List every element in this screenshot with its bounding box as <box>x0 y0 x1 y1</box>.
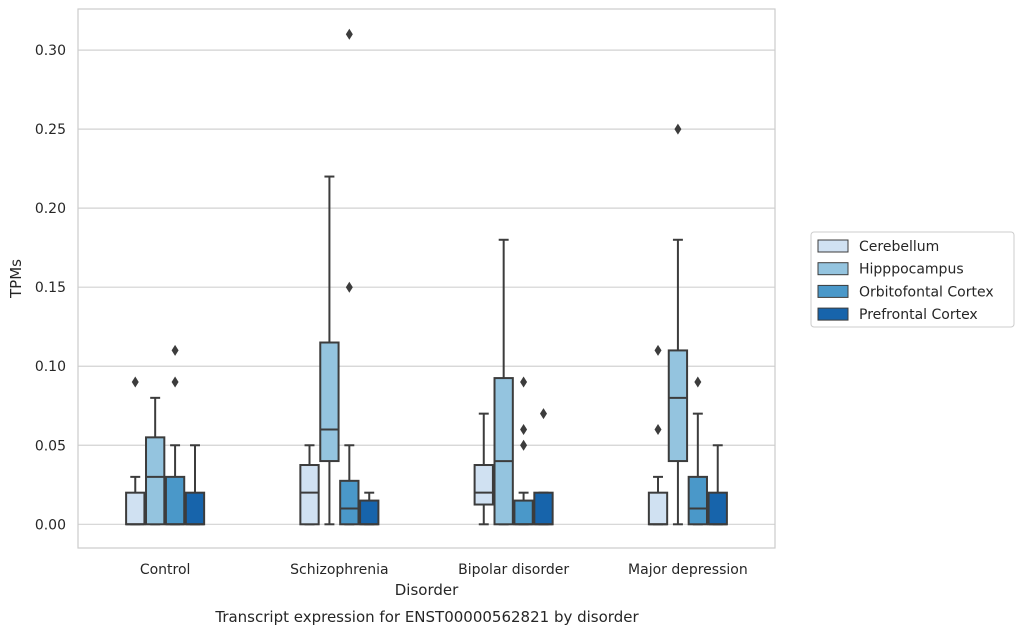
legend-label: Orbitofontal Cortex <box>859 284 994 300</box>
box-cerebellum <box>125 376 146 526</box>
outlier-point <box>171 376 179 388</box>
legend-label: Hipppocampus <box>859 262 964 278</box>
y-tick-label: 0.30 <box>35 43 66 59</box>
box <box>473 464 494 506</box>
x-axis-ticks: Control Schizophrenia Bipolar disorder Majo… <box>140 562 748 578</box>
box <box>299 464 320 526</box>
box <box>647 491 669 526</box>
x-tick-label: Major depression <box>628 562 748 578</box>
outlier-point <box>520 376 528 388</box>
x-tick-label: Schizophrenia <box>290 562 388 578</box>
outlier-point <box>694 376 702 388</box>
outlier-point <box>345 28 353 40</box>
box-hipppocampus <box>667 123 689 526</box>
y-tick-label: 0.15 <box>35 280 66 296</box>
legend-label: Prefrontal Cortex <box>859 307 978 323</box>
x-axis-title: Disorder <box>395 581 459 599</box>
outlier-point <box>345 281 353 293</box>
box <box>533 491 554 526</box>
box <box>687 475 708 526</box>
box <box>339 479 360 526</box>
box-orbitofontal-cortex <box>164 344 186 526</box>
box <box>125 491 146 526</box>
box-hipppocampus <box>145 396 166 526</box>
box <box>667 349 689 463</box>
x-tick-label: Bipolar disorder <box>458 562 569 578</box>
y-tick-label: 0.05 <box>35 438 66 454</box>
box-prefrontal-cortex <box>359 491 380 526</box>
outlier-point <box>520 423 528 435</box>
box <box>164 475 186 526</box>
box-orbitofontal-cortex <box>513 376 534 526</box>
legend-swatch <box>817 262 849 276</box>
chart-caption: Transcript expression for ENST0000056282… <box>214 608 639 626</box>
x-tick-label: Control <box>140 562 191 578</box>
legend: Cerebellum Hipppocampus Orbitofontal Corte… <box>810 231 1015 328</box>
outlier-point <box>674 123 682 135</box>
legend-swatch <box>817 307 849 321</box>
legend-swatch <box>817 239 849 253</box>
y-tick-label: 0.10 <box>35 359 66 375</box>
box <box>493 377 514 526</box>
box-prefrontal-cortex <box>184 444 206 526</box>
legend-frame <box>810 231 1015 328</box>
box-hipppocampus <box>493 238 514 526</box>
plot-frame <box>77 8 776 549</box>
outlier-point <box>131 376 139 388</box>
legend-swatch <box>817 284 849 298</box>
boxes <box>125 28 728 526</box>
box-cerebellum <box>299 444 320 526</box>
box-cerebellum <box>647 344 669 526</box>
box <box>359 499 380 526</box>
box-prefrontal-cortex <box>707 444 728 526</box>
y-axis-ticks: 0.00 0.05 0.10 0.15 0.20 0.25 0.30 <box>35 43 66 533</box>
y-tick-label: 0.00 <box>35 517 66 533</box>
box-prefrontal-cortex <box>533 408 554 526</box>
box-orbitofontal-cortex <box>687 376 708 526</box>
y-axis-title: TPMs <box>7 259 25 299</box>
outlier-point <box>520 439 528 451</box>
box-cerebellum <box>473 412 494 526</box>
box <box>513 499 534 526</box>
y-tick-label: 0.20 <box>35 201 66 217</box>
outlier-point <box>171 344 179 356</box>
box-hipppocampus <box>319 175 340 526</box>
box <box>707 491 728 526</box>
box <box>145 436 166 526</box>
outlier-point <box>654 344 662 356</box>
box-orbitofontal-cortex <box>339 28 360 526</box>
legend-label: Cerebellum <box>859 239 939 255</box>
box <box>184 491 206 526</box>
outlier-point <box>539 408 547 420</box>
box <box>319 341 340 463</box>
outlier-point <box>654 423 662 435</box>
y-tick-label: 0.25 <box>35 122 66 138</box>
